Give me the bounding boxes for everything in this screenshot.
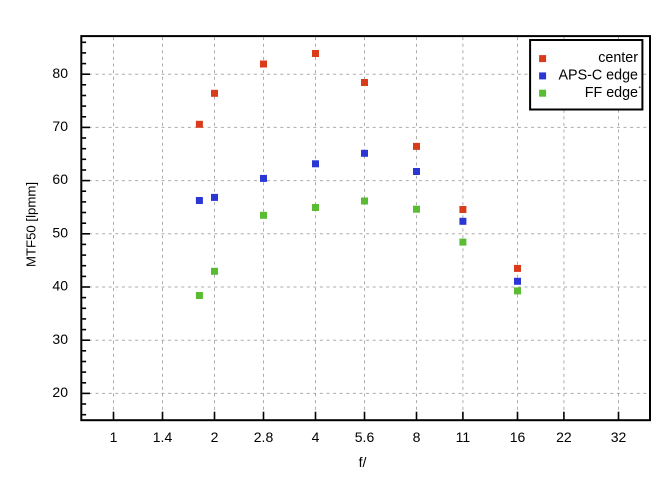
svg-text:80: 80 — [52, 65, 68, 81]
svg-text:2.8: 2.8 — [254, 429, 274, 445]
svg-text:50: 50 — [52, 224, 68, 240]
svg-text:20: 20 — [52, 384, 68, 400]
svg-text:center: center — [598, 50, 638, 66]
svg-text:70: 70 — [52, 118, 68, 134]
svg-text:32: 32 — [611, 429, 627, 445]
svg-text:1: 1 — [110, 429, 118, 445]
svg-text:11: 11 — [456, 429, 471, 445]
svg-text:FF edge: FF edge — [585, 85, 638, 101]
svg-text:1.4: 1.4 — [153, 429, 173, 445]
svg-text:5.6: 5.6 — [355, 429, 375, 445]
svg-text:MTF50 [lpmm]: MTF50 [lpmm] — [23, 182, 38, 267]
svg-text:4: 4 — [312, 429, 320, 445]
svg-text:16: 16 — [510, 429, 526, 445]
svg-text:40: 40 — [52, 278, 68, 294]
svg-text:8: 8 — [413, 429, 421, 445]
svg-text:60: 60 — [52, 171, 68, 187]
svg-text:22: 22 — [556, 429, 572, 445]
svg-text:30: 30 — [52, 331, 68, 347]
svg-text:APS-C edge: APS-C edge — [559, 68, 639, 84]
svg-text:f/: f/ — [359, 454, 367, 470]
svg-text:2: 2 — [211, 429, 219, 445]
